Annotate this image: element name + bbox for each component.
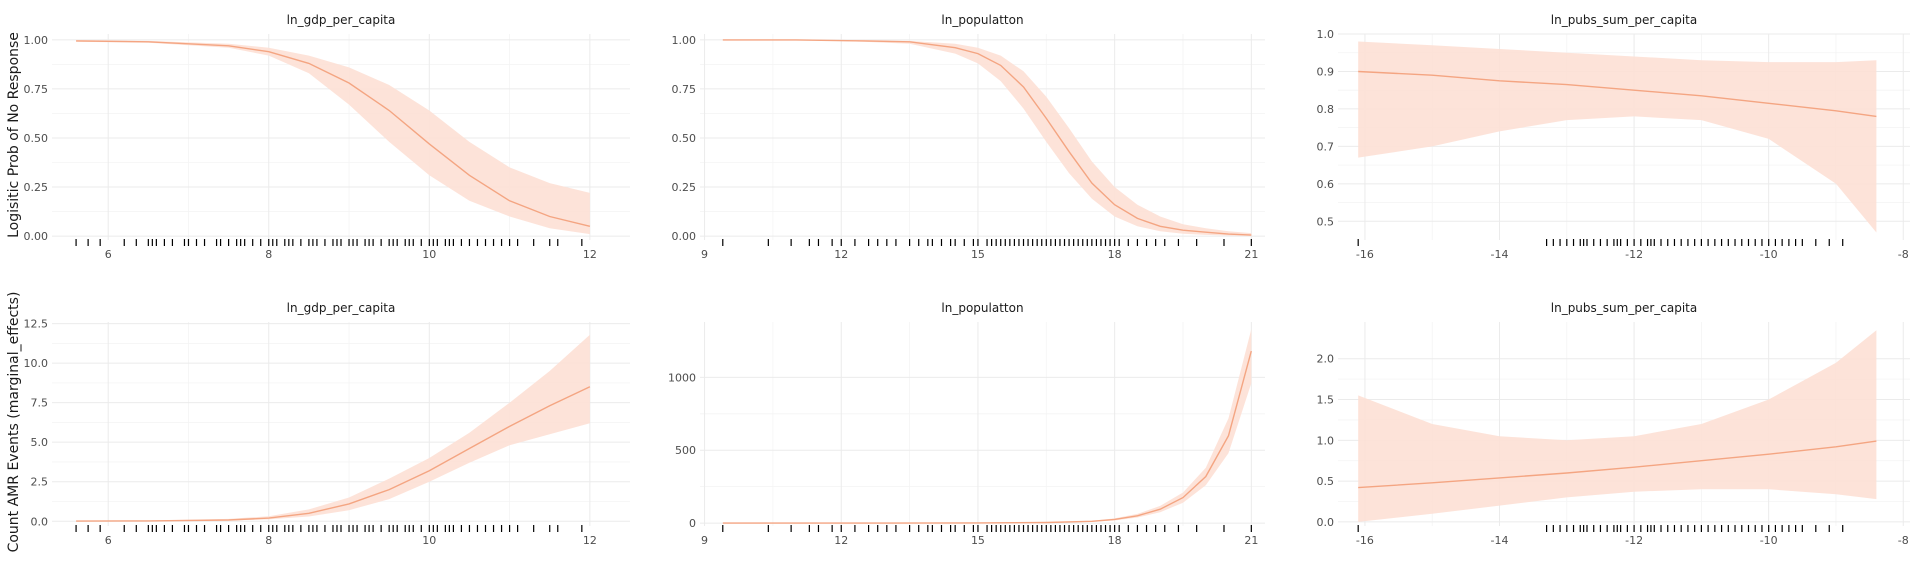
x-tick-label: 21 <box>1244 248 1258 261</box>
x-tick-label: 12 <box>583 534 597 547</box>
y-tick-label: 0.6 <box>1317 178 1335 191</box>
y-tick-label: 0.50 <box>24 132 49 145</box>
panel-4: ln_gdp_per_capita 0.0 2.5 5.0 7.5 10.0 12.5 6 8 1… <box>24 301 630 547</box>
y-tick-label: 7.5 <box>31 397 49 410</box>
row-label-bottom: Count AMR Events (marginal_effects) <box>6 292 22 553</box>
x-tick-label: -12 <box>1625 248 1643 261</box>
x-tick-label: 18 <box>1108 534 1122 547</box>
fitted-line <box>1358 70 1877 118</box>
panel-2: ln_populatton 0.00 0.25 0.50 0.75 1.00 9 12 15 18… <box>672 13 1265 261</box>
y-tick-label: 0.0 <box>1317 516 1335 529</box>
confidence-band <box>1358 330 1877 522</box>
x-tick-label: 8 <box>265 248 272 261</box>
x-tick-label: -10 <box>1760 248 1778 261</box>
y-tick-label: 500 <box>675 444 696 457</box>
fitted-line <box>76 386 591 522</box>
x-tick-label: 21 <box>1244 534 1258 547</box>
y-tick-label: 0.7 <box>1317 140 1335 153</box>
row-label-top: Logisitic Prob of No Response <box>6 32 22 238</box>
x-tick-label: 15 <box>971 248 985 261</box>
y-tick-label: 0 <box>689 517 696 530</box>
y-tick-label: 0.75 <box>672 83 697 96</box>
x-tick-label: 12 <box>834 248 848 261</box>
x-tick-label: 12 <box>583 248 597 261</box>
panel-title: ln_gdp_per_capita <box>287 13 396 27</box>
x-tick-label: 15 <box>971 534 985 547</box>
y-tick-label: 0.00 <box>672 230 697 243</box>
x-tick-label: -10 <box>1760 534 1778 547</box>
x-tick-label: -16 <box>1356 534 1374 547</box>
panel-1: ln_gdp_per_capita 0.00 0.25 0.50 0.75 1.00 6 8 1… <box>24 13 630 261</box>
y-tick-label: 2.0 <box>1317 353 1335 366</box>
x-tick-label: 8 <box>265 534 272 547</box>
y-tick-label: 0.9 <box>1317 65 1335 78</box>
x-tick-label: -16 <box>1356 248 1374 261</box>
y-tick-label: 0.00 <box>24 230 49 243</box>
panel-title: ln_pubs_sum_per_capita <box>1551 301 1697 315</box>
y-tick-label: 1.00 <box>672 34 697 47</box>
confidence-band <box>76 39 590 235</box>
fitted-line <box>1358 440 1877 489</box>
fitted-line <box>722 350 1252 524</box>
y-tick-label: 1.5 <box>1317 394 1335 407</box>
y-tick-label: 10.0 <box>24 357 49 370</box>
panel-title: ln_pubs_sum_per_capita <box>1551 13 1697 27</box>
y-tick-label: 1.0 <box>1317 434 1335 447</box>
x-tick-label: 6 <box>105 534 112 547</box>
x-tick-label: 10 <box>422 248 436 261</box>
x-tick-label: 9 <box>701 534 708 547</box>
y-tick-label: 2.5 <box>31 476 49 489</box>
panel-title: ln_gdp_per_capita <box>287 301 396 315</box>
row-label-bottom-text: Count AMR Events (marginal_effects) <box>6 292 22 553</box>
x-tick-label: 18 <box>1108 248 1122 261</box>
y-tick-label: 0.25 <box>24 181 49 194</box>
fitted-line <box>722 39 1252 236</box>
y-tick-label: 1.00 <box>24 34 49 47</box>
y-tick-label: 0.25 <box>672 181 697 194</box>
y-tick-label: 0.8 <box>1317 103 1335 116</box>
y-tick-label: 12.5 <box>24 318 49 331</box>
panel-3: ln_pubs_sum_per_capita 0.5 0.6 0.7 0.8 0.9 1.0… <box>1317 13 1910 261</box>
x-tick-label: -8 <box>1898 534 1909 547</box>
x-tick-label: 6 <box>105 248 112 261</box>
x-tick-label: -14 <box>1491 534 1509 547</box>
x-tick-label: -12 <box>1625 534 1643 547</box>
confidence-band <box>722 329 1252 524</box>
y-tick-label: 5.0 <box>31 436 49 449</box>
y-tick-label: 0.75 <box>24 83 49 96</box>
panel-6: ln_pubs_sum_per_capita 0.0 0.5 1.0 1.5 2.0 -16… <box>1317 301 1910 547</box>
y-tick-label: 0.0 <box>31 515 49 528</box>
confidence-band <box>76 334 590 522</box>
y-tick-label: 1.0 <box>1317 28 1335 41</box>
x-tick-label: -8 <box>1898 248 1909 261</box>
fitted-line <box>76 40 591 227</box>
row-label-top-text: Logisitic Prob of No Response <box>6 32 22 238</box>
x-tick-label: 9 <box>701 248 708 261</box>
confidence-band <box>1358 41 1877 233</box>
x-tick-label: 10 <box>422 534 436 547</box>
panel-title: ln_populatton <box>941 13 1023 27</box>
panel-title: ln_populatton <box>941 301 1023 315</box>
y-tick-label: 0.5 <box>1317 475 1335 488</box>
y-tick-label: 0.50 <box>672 132 697 145</box>
panel-5: ln_populatton 0 500 1000 9 12 15 18 21 <box>668 301 1265 547</box>
x-tick-label: 12 <box>834 534 848 547</box>
x-tick-label: -14 <box>1491 248 1509 261</box>
y-tick-label: 0.5 <box>1317 215 1335 228</box>
y-tick-label: 1000 <box>668 371 696 384</box>
